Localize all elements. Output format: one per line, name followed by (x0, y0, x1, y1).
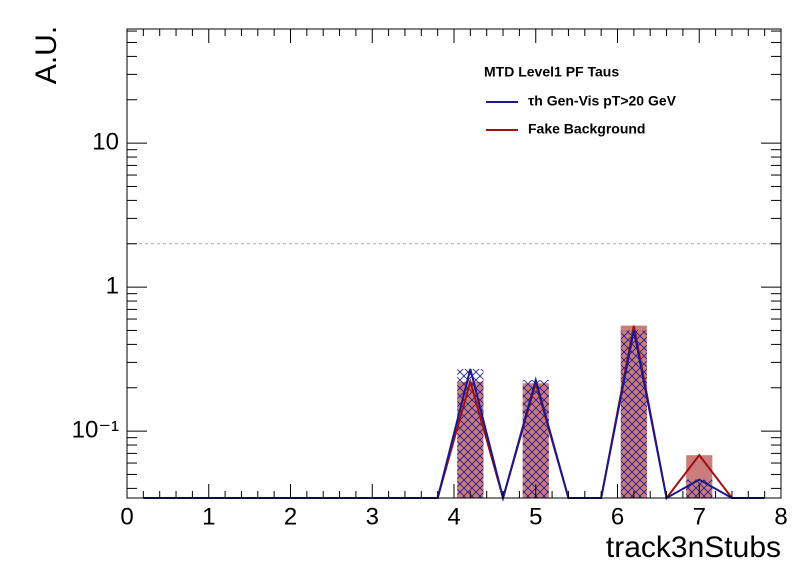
x-tick-label: 7 (693, 503, 706, 530)
legend-label: τh Gen-Vis pT>20 GeV (528, 93, 677, 109)
legend-label: Fake Background (528, 121, 645, 137)
x-tick-label: 2 (284, 503, 297, 530)
y-axis-label: A.U. (30, 26, 63, 84)
x-tick-label: 8 (774, 503, 787, 530)
legend-title: MTD Level1 PF Taus (484, 64, 619, 80)
x-tick-label: 1 (202, 503, 215, 530)
x-axis-label: track3nStubs (606, 531, 781, 564)
x-tick-label: 3 (366, 503, 379, 530)
bar (620, 330, 647, 498)
x-tick-label: 4 (447, 503, 460, 530)
x-tick-label: 5 (529, 503, 542, 530)
x-tick-label: 6 (611, 503, 624, 530)
y-tick-label: 10 (92, 128, 119, 155)
bar (522, 380, 549, 498)
x-tick-label: 0 (120, 503, 133, 530)
y-tick-label: 1 (106, 272, 119, 299)
bar (457, 368, 484, 498)
y-tick-label: 10⁻¹ (72, 416, 119, 443)
